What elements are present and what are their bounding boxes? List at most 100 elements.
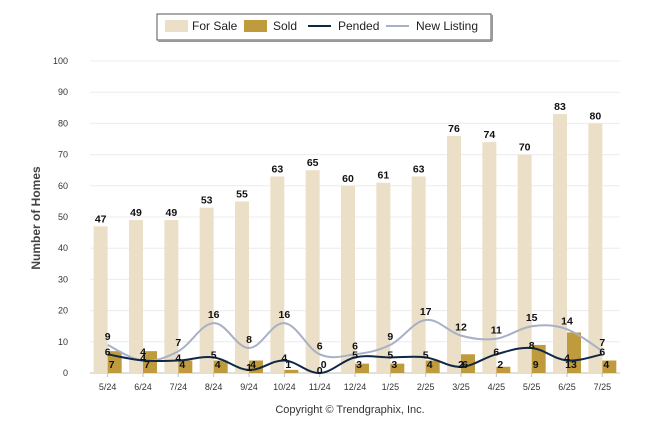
label-new-listing: 11 [491, 325, 502, 337]
x-tick-label: 5/24 [99, 382, 117, 392]
x-tick-label: 3/25 [452, 382, 470, 392]
bar-for-sale [517, 154, 532, 373]
label-sold: 1 [285, 359, 291, 371]
label-pended: 2 [458, 359, 464, 371]
label-new-listing: 7 [175, 337, 181, 349]
label-sold: 13 [565, 359, 577, 371]
bar-for-sale [129, 220, 143, 373]
label-for-sale: 63 [271, 163, 283, 175]
bars [93, 114, 617, 374]
legend-label-sold: Sold [273, 19, 297, 33]
x-tick-label: 11/24 [309, 382, 331, 392]
label-pended: 5 [387, 349, 393, 361]
y-tick-label: 30 [58, 274, 68, 284]
label-pended: 6 [599, 346, 605, 358]
label-pended: 6 [493, 346, 499, 358]
x-tick-label: 6/24 [134, 382, 152, 392]
legend: For Sale Sold Pended New Listing [156, 13, 493, 42]
bar-for-sale [411, 176, 426, 373]
bar-for-sale [305, 170, 320, 373]
bar-for-sale [376, 182, 391, 373]
bar-sold [178, 360, 193, 373]
label-new-listing: 9 [105, 331, 111, 343]
label-for-sale: 61 [377, 170, 389, 182]
label-pended: 4 [281, 353, 287, 365]
label-for-sale: 76 [448, 123, 460, 135]
label-pended: 4 [175, 353, 181, 365]
label-for-sale: 47 [95, 213, 107, 225]
x-tick-label: 10/24 [273, 382, 296, 392]
x-tick-label: 8/24 [205, 382, 223, 392]
label-for-sale: 65 [307, 157, 319, 169]
label-new-listing: 6 [317, 340, 323, 352]
label-pended: 1 [246, 362, 252, 374]
legend-label-for-sale: For Sale [192, 19, 238, 33]
label-new-listing: 4 [140, 347, 146, 359]
y-tick-label: 20 [58, 306, 68, 316]
label-for-sale: 83 [554, 101, 566, 113]
label-for-sale: 49 [130, 207, 142, 219]
x-tick-label: 7/24 [170, 382, 188, 392]
x-tick-label: 5/25 [523, 382, 541, 392]
bar-for-sale [341, 185, 355, 373]
label-sold: 2 [497, 359, 503, 371]
bar-sold [143, 351, 157, 373]
y-tick-label: 40 [58, 243, 68, 253]
y-axis-ticks: 0 10 20 30 40 50 60 70 80 90 100 [53, 56, 68, 378]
label-pended: 5 [211, 349, 217, 361]
label-pended: 6 [105, 346, 111, 358]
label-sold: 4 [427, 359, 433, 371]
x-tick-label: 1/25 [382, 382, 400, 392]
data-labels: 4774974945345546316506036136347667427098… [95, 101, 610, 377]
label-new-listing: 9 [387, 331, 393, 343]
label-sold: 7 [144, 359, 150, 371]
label-sold: 3 [391, 359, 397, 371]
bar-for-sale [447, 135, 461, 373]
bar-for-sale [199, 207, 214, 373]
bar-for-sale [270, 176, 285, 373]
label-sold: 4 [215, 359, 221, 371]
lines [107, 318, 603, 375]
line-pended [107, 346, 603, 375]
bar-for-sale [588, 123, 603, 374]
label-for-sale: 80 [589, 110, 601, 122]
legend-swatch-for-sale [165, 20, 188, 32]
y-tick-label: 100 [53, 56, 68, 66]
label-new-listing: 16 [278, 309, 290, 321]
bar-sold [390, 363, 405, 373]
x-tick-label: 9/24 [240, 382, 258, 392]
label-pended: 8 [529, 340, 535, 352]
label-new-listing: 14 [561, 315, 573, 327]
copyright-credit: Copyright © Trendgraphix, Inc. [275, 404, 424, 416]
label-for-sale: 74 [483, 129, 495, 141]
label-sold: 3 [356, 359, 362, 371]
label-sold: 7 [109, 359, 115, 371]
x-tick-label: 7/25 [594, 382, 612, 392]
legend-swatch-sold [244, 20, 267, 32]
label-new-listing: 16 [208, 309, 220, 321]
label-sold: 4 [250, 359, 256, 371]
label-pended: 5 [352, 349, 358, 361]
x-tick-label: 4/25 [488, 382, 506, 392]
label-new-listing: 15 [526, 312, 538, 324]
legend-label-pended: Pended [338, 19, 379, 33]
label-pended: 5 [423, 349, 429, 361]
bar-for-sale [235, 201, 249, 373]
label-sold: 4 [603, 359, 609, 371]
bar-for-sale [553, 114, 567, 373]
label-sold: 9 [533, 359, 539, 371]
x-tick-label: 2/25 [417, 382, 435, 392]
bar-sold [355, 363, 369, 373]
bar-sold [213, 360, 228, 373]
y-tick-label: 90 [58, 87, 68, 97]
x-tick-label: 6/25 [558, 382, 576, 392]
bar-for-sale [482, 142, 497, 373]
bar-sold [461, 354, 475, 373]
bar-sold [425, 360, 440, 373]
bar-sold [496, 366, 511, 373]
y-tick-label: 10 [58, 337, 68, 347]
y-tick-label: 50 [58, 212, 68, 222]
y-tick-label: 60 [58, 181, 68, 191]
bar-sold [567, 332, 581, 373]
